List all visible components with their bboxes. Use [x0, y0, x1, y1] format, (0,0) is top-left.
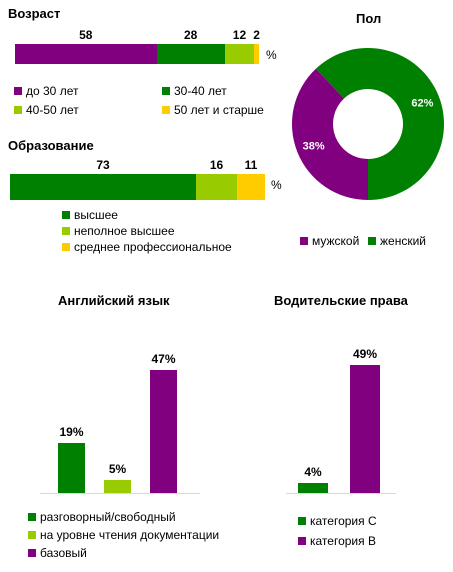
bar-segment: [15, 44, 157, 64]
legend-label: женский: [380, 234, 426, 248]
legend-label: высшее: [74, 208, 118, 222]
legend-swatch: [162, 106, 170, 114]
legend-label: категория В: [310, 534, 376, 548]
x-axis-line: [40, 493, 200, 494]
gender-chart-title: Пол: [356, 11, 382, 26]
column-bar: [350, 364, 380, 493]
legend-swatch: [28, 513, 36, 521]
age-chart-title: Возраст: [8, 6, 61, 21]
legend-label: категория С: [310, 514, 377, 528]
legend-swatch: [62, 243, 70, 251]
legend-swatch: [300, 237, 308, 245]
bar-segment: [224, 44, 255, 64]
donut-slice-label: 38%: [303, 141, 325, 153]
legend-swatch: [28, 531, 36, 539]
data-label: 11: [244, 158, 258, 172]
data-label: 73: [96, 158, 110, 172]
legend-label: базовый: [40, 546, 87, 560]
legend-swatch: [62, 227, 70, 235]
legend-item: 40-50 лет: [14, 103, 79, 117]
education-chart-title: Образование: [8, 138, 94, 153]
data-label: 4%: [304, 464, 322, 479]
legend-item: 50 лет и старше: [162, 103, 264, 117]
legend-item: среднее профессиональное: [62, 240, 232, 254]
data-label: 12: [232, 28, 247, 42]
legend-label: неполное высшее: [74, 224, 175, 238]
legend-item: до 30 лет: [14, 84, 78, 98]
legend-item: категория В: [298, 534, 376, 548]
gender-donut-chart: 38% 62%: [292, 47, 444, 200]
legend-item: разговорный/свободный: [28, 510, 176, 524]
bar-segment: [10, 174, 197, 200]
legend-label: до 30 лет: [26, 84, 79, 98]
legend-item: женский: [368, 234, 426, 248]
column-bar: [298, 482, 328, 493]
legend-label: 50 лет и старше: [174, 103, 264, 117]
education-value-labels: 73 16 11: [10, 158, 265, 174]
legend-swatch: [14, 87, 22, 95]
legend-swatch: [298, 537, 306, 545]
legend-swatch: [62, 211, 70, 219]
legend-item: мужской: [300, 234, 359, 248]
column-bar: [150, 369, 177, 493]
legend-label: на уровне чтения документации: [40, 528, 220, 542]
data-label: 19%: [59, 425, 84, 440]
legend-item: 30-40 лет: [162, 84, 227, 98]
bar-segment: [156, 44, 225, 64]
legend-label: мужской: [312, 234, 360, 248]
legend-swatch: [298, 517, 306, 525]
education-stacked-bar: [10, 174, 265, 200]
age-stacked-bar: [15, 44, 259, 64]
bar-segment: [196, 174, 237, 200]
legend-label: 30-40 лет: [174, 84, 227, 98]
legend-swatch: [368, 237, 376, 245]
bar-segment: [236, 174, 265, 200]
legend-label: среднее профессиональное: [74, 240, 232, 254]
legend-item: неполное высшее: [62, 224, 175, 238]
license-chart-title: Водительские права: [274, 293, 408, 308]
license-plot-area: 4% 49%: [286, 340, 396, 494]
legend-swatch: [162, 87, 170, 95]
data-label: 16: [209, 158, 224, 172]
legend-item: на уровне чтения документации: [28, 528, 219, 542]
data-label: 2: [253, 28, 260, 42]
donut-slice: [315, 47, 444, 200]
data-label: 47%: [151, 351, 176, 366]
x-axis-line: [286, 493, 396, 494]
data-label: 49%: [352, 346, 378, 361]
legend-label: 40-50 лет: [26, 103, 79, 117]
legend-item: базовый: [28, 546, 87, 560]
data-label: 28: [183, 28, 198, 42]
age-value-labels: 58 28 12 2: [15, 28, 260, 44]
education-percent-sign: %: [271, 178, 282, 192]
age-percent-sign: %: [266, 48, 277, 62]
english-plot-area: 19% 5% 47%: [40, 340, 200, 494]
donut-slice-label: 62%: [411, 97, 433, 109]
legend-item: категория С: [298, 514, 377, 528]
legend-swatch: [28, 549, 36, 557]
legend-swatch: [14, 106, 22, 114]
legend-item: высшее: [62, 208, 118, 222]
legend-label: разговорный/свободный: [40, 510, 176, 524]
data-label: 58: [79, 28, 93, 42]
donut-slice: [292, 68, 368, 200]
column-bar: [104, 479, 131, 493]
english-chart-title: Английский язык: [58, 293, 170, 308]
data-label: 5%: [108, 461, 127, 476]
bar-segment: [254, 44, 259, 64]
column-bar: [58, 443, 85, 493]
